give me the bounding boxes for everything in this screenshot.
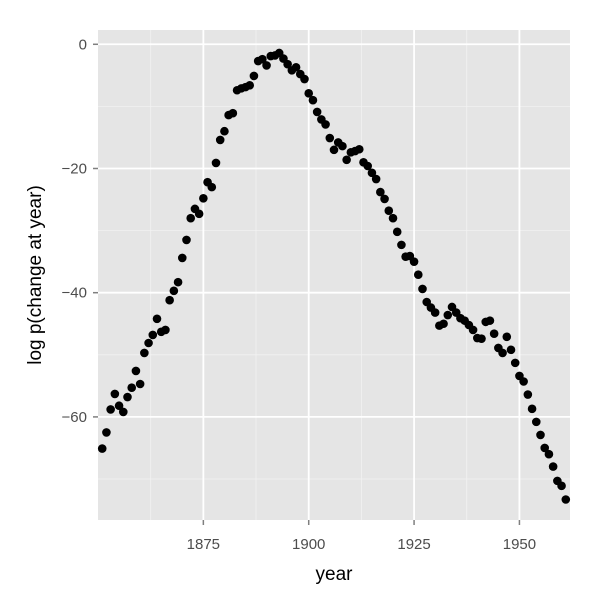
axis-ticks: 1875 1900 1925 1950 0 −20 −40 −60 <box>62 36 537 553</box>
data-point <box>169 286 179 296</box>
data-point <box>367 168 377 178</box>
data-point <box>300 74 309 84</box>
data-point <box>392 227 402 237</box>
data-point <box>561 495 571 504</box>
y-tick-label: −60 <box>62 409 87 426</box>
data-point <box>523 390 533 399</box>
data-point <box>308 95 318 105</box>
data-point <box>397 240 406 250</box>
data-point <box>376 187 385 197</box>
data-point <box>194 209 204 219</box>
x-axis-title: year <box>316 564 354 585</box>
data-point <box>325 133 335 143</box>
x-tick-label: 1900 <box>292 536 325 553</box>
data-point <box>498 348 507 358</box>
data-point <box>544 449 554 459</box>
data-point <box>527 404 537 414</box>
data-point <box>245 80 255 90</box>
gridlines <box>98 30 570 520</box>
data-point <box>135 379 145 389</box>
data-point <box>443 310 453 320</box>
data-point <box>283 59 292 69</box>
data-point <box>540 443 550 453</box>
data-point <box>220 126 229 136</box>
data-point <box>215 135 225 145</box>
data-point <box>363 161 373 171</box>
data-point <box>123 392 132 402</box>
data-point <box>439 319 448 329</box>
data-point <box>388 213 398 223</box>
data-point <box>531 417 541 427</box>
data-point <box>262 61 271 70</box>
data-point <box>384 206 394 216</box>
data-point <box>211 158 221 168</box>
data-point <box>161 325 170 335</box>
data-point <box>510 358 520 368</box>
data-point <box>199 194 208 203</box>
data-point <box>468 325 478 335</box>
data-point <box>519 377 528 386</box>
data-point <box>321 120 330 129</box>
data-point <box>249 71 259 81</box>
data-point <box>489 329 499 338</box>
data-point <box>228 108 238 118</box>
data-point <box>97 444 107 453</box>
data-point <box>418 284 427 294</box>
y-axis-title: log p(change at year) <box>25 185 46 365</box>
data-point <box>144 338 153 348</box>
data-point <box>413 270 423 279</box>
data-point <box>110 389 120 399</box>
data-point <box>312 107 322 117</box>
data-point <box>258 54 267 64</box>
data-point <box>118 407 128 417</box>
data-point <box>127 383 137 393</box>
data-point <box>152 314 162 324</box>
data-point <box>536 430 545 440</box>
x-tick-label: 1950 <box>503 536 536 553</box>
data-point <box>329 145 339 155</box>
data-point <box>506 345 516 355</box>
data-point <box>380 194 389 204</box>
data-point <box>182 235 191 245</box>
data-point <box>207 182 217 192</box>
data-point <box>371 174 381 184</box>
data-point <box>409 257 419 266</box>
data-point <box>548 462 558 471</box>
x-tick-label: 1875 <box>187 536 220 553</box>
y-tick-label: −40 <box>62 285 87 302</box>
data-point <box>131 366 141 376</box>
data-point <box>173 277 183 287</box>
y-tick-label: 0 <box>79 36 87 53</box>
data-point <box>177 253 187 263</box>
data-point <box>557 481 566 491</box>
y-tick-label: −20 <box>62 160 87 177</box>
data-point <box>106 405 115 414</box>
data-point <box>477 334 486 343</box>
data-point <box>102 428 111 437</box>
data-point <box>485 316 495 325</box>
data-point <box>291 62 301 72</box>
data-point <box>304 89 314 98</box>
points <box>97 48 571 504</box>
data-point <box>186 213 196 223</box>
data-point <box>148 330 158 340</box>
data-point <box>354 144 364 154</box>
x-tick-label: 1925 <box>397 536 430 553</box>
plot-panel <box>98 30 570 520</box>
data-point <box>165 295 174 305</box>
data-point <box>430 308 440 317</box>
data-point <box>114 401 124 411</box>
data-point <box>502 332 512 342</box>
data-point <box>140 348 149 358</box>
data-point <box>342 155 351 165</box>
data-point <box>338 141 347 151</box>
